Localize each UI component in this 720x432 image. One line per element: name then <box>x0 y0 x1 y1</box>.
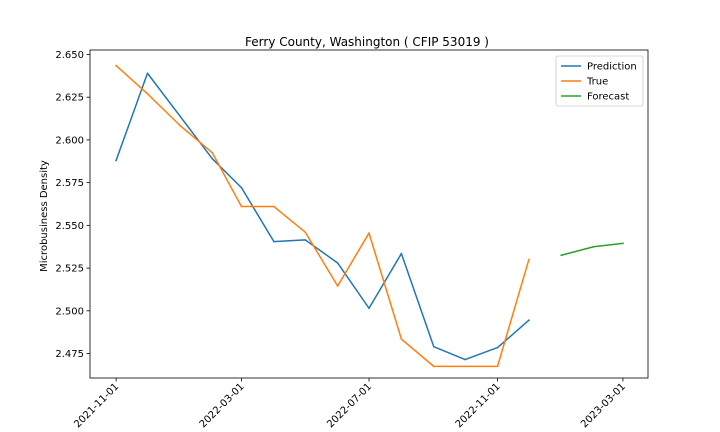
data-point-prediction <box>179 115 181 117</box>
series-line-forecast <box>560 242 624 257</box>
data-point-prediction <box>211 157 214 160</box>
data-point-prediction <box>304 239 307 241</box>
y-tick-label: 2.500 <box>55 306 84 317</box>
series-layer <box>115 64 624 368</box>
legend-label-true: True <box>586 77 608 88</box>
y-tick-label: 2.525 <box>55 264 84 275</box>
x-tick-label: 2022-03-01 <box>198 381 247 430</box>
data-point-prediction <box>336 262 339 264</box>
data-point-true <box>464 365 466 368</box>
chart-title: Ferry County, Washington ( CFIP 53019 ) <box>245 35 489 49</box>
data-point-true <box>179 124 181 127</box>
data-point-prediction <box>273 240 275 243</box>
series-line-prediction <box>115 72 530 361</box>
data-point-true <box>368 232 370 234</box>
data-point-forecast <box>622 242 624 245</box>
data-point-true <box>273 205 275 208</box>
data-point-true <box>211 151 214 154</box>
y-tick-label: 2.625 <box>55 93 84 104</box>
series-line-true <box>115 64 530 368</box>
data-point-prediction <box>432 345 435 348</box>
y-tick-label: 2.650 <box>55 50 84 61</box>
legend-box <box>555 55 644 107</box>
data-point-prediction <box>496 346 499 349</box>
data-point-true <box>496 365 499 368</box>
y-tick-label: 2.600 <box>55 135 84 146</box>
x-tick-label: 2022-07-01 <box>325 381 374 430</box>
x-tick-label: 2022-11-01 <box>454 381 503 430</box>
data-point-true <box>400 338 403 340</box>
data-point-prediction <box>146 72 149 75</box>
data-point-prediction <box>528 319 530 322</box>
y-tick-label: 2.475 <box>55 349 84 360</box>
x-tick-label: 2021-11-01 <box>72 381 121 430</box>
data-point-forecast <box>592 245 595 248</box>
y-axis-label: Microbusiness Density <box>39 160 50 272</box>
axes-layer: 2.475 2.500 2.525 2.550 2.575 2.600 2.625 2.650… <box>55 49 649 430</box>
data-point-prediction <box>115 159 117 162</box>
y-tick-label: 2.550 <box>55 221 84 232</box>
data-point-forecast <box>560 254 563 257</box>
y-tick-label: 2.575 <box>55 178 84 189</box>
data-point-true <box>304 231 307 233</box>
legend-label-prediction: Prediction <box>587 62 637 73</box>
data-point-true <box>146 92 149 95</box>
data-point-true <box>528 258 530 261</box>
data-point-true <box>336 285 339 287</box>
data-point-true <box>115 64 117 67</box>
x-tick-label: 2023-03-01 <box>579 381 628 430</box>
data-point-prediction <box>368 307 370 310</box>
data-point-true <box>432 365 435 368</box>
data-point-true <box>240 205 243 208</box>
data-point-prediction <box>400 252 403 255</box>
data-point-prediction <box>240 186 243 189</box>
legend: Prediction True Forecast <box>555 55 644 107</box>
legend-label-forecast: Forecast <box>587 92 629 103</box>
data-point-prediction <box>464 358 466 361</box>
